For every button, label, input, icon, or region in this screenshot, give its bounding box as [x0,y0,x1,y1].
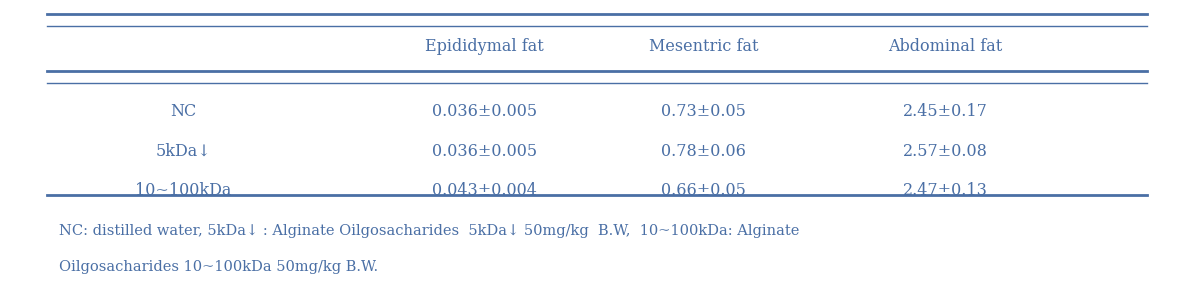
Text: Abdominal fat: Abdominal fat [889,38,1002,55]
Text: 0.036±0.005: 0.036±0.005 [433,143,537,159]
Text: 0.78±0.06: 0.78±0.06 [661,143,746,159]
Text: Oilgosacharides 10~100kDa 50mg/kg B.W.: Oilgosacharides 10~100kDa 50mg/kg B.W. [59,260,378,274]
Text: 2.47±0.13: 2.47±0.13 [903,182,988,199]
Text: NC: NC [170,103,196,120]
Text: Mesentric fat: Mesentric fat [649,38,758,55]
Text: 0.036±0.005: 0.036±0.005 [433,103,537,120]
Text: 2.45±0.17: 2.45±0.17 [903,103,988,120]
Text: 0.73±0.05: 0.73±0.05 [661,103,746,120]
Text: 2.57±0.08: 2.57±0.08 [903,143,988,159]
Text: 5kDa↓: 5kDa↓ [155,143,212,159]
Text: Epididymal fat: Epididymal fat [426,38,544,55]
Text: 0.66±0.05: 0.66±0.05 [661,182,746,199]
Text: 10~100kDa: 10~100kDa [135,182,232,199]
Text: NC: distilled water, 5kDa↓ : Alginate Oilgosacharides  5kDa↓ 50mg/kg  B.W,  10~1: NC: distilled water, 5kDa↓ : Alginate Oi… [59,224,799,238]
Text: 0.043±0.004: 0.043±0.004 [433,182,537,199]
